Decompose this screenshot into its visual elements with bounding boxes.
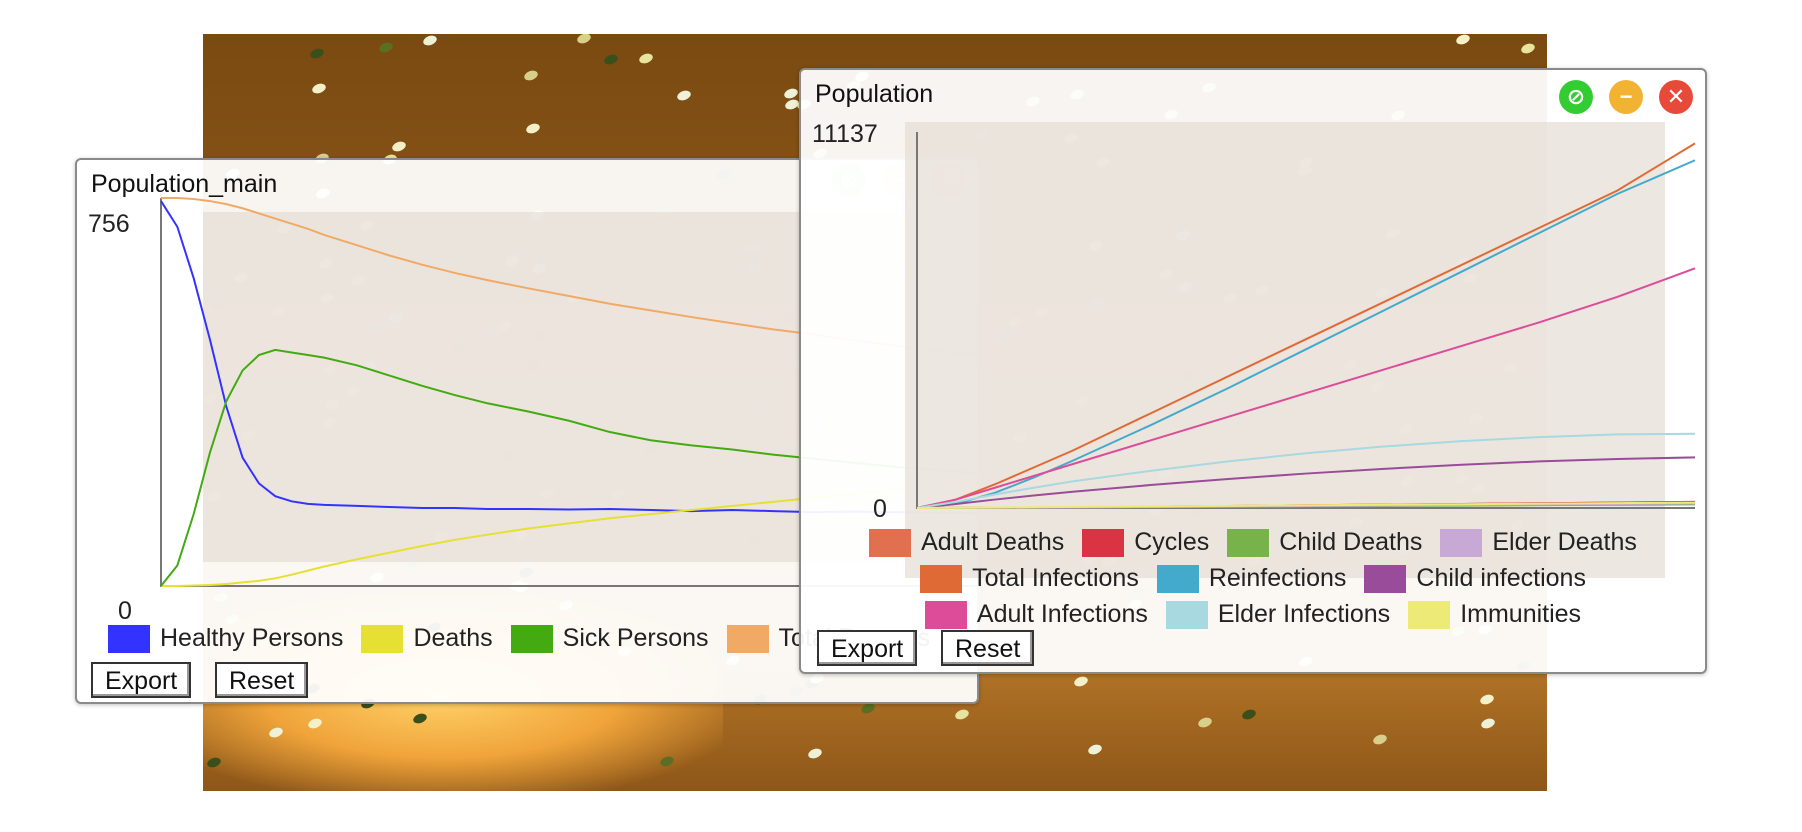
reset-button[interactable]: Reset <box>941 630 1035 666</box>
pop-series-elder-infections <box>916 432 1696 509</box>
agent-marker <box>1240 707 1258 722</box>
legend-swatch <box>1227 528 1270 557</box>
legend-label: Elder Infections <box>1217 600 1391 628</box>
legend-label: Healthy Persons <box>160 624 344 652</box>
population-chart <box>916 132 1696 509</box>
main-series-total-persons <box>161 197 977 357</box>
legend-label: Adult Deaths <box>921 528 1065 556</box>
agent-marker <box>1371 732 1389 747</box>
legend-label: Elder Deaths <box>1492 528 1637 556</box>
pop-series-adult-infections <box>916 267 1696 509</box>
legend-swatch <box>361 624 404 653</box>
legend-item[interactable]: Cycles <box>1082 528 1209 557</box>
legend-item[interactable]: Immunities <box>1408 600 1581 629</box>
legend-swatch <box>920 564 963 593</box>
population-panel: Population 11137 0 Adult Deaths Cycles Chi… <box>799 68 1707 674</box>
agent-marker <box>602 52 620 67</box>
agent-marker <box>675 88 693 103</box>
agent-marker <box>421 34 439 48</box>
legend-item[interactable]: Healthy Persons <box>108 624 343 653</box>
agent-marker <box>1519 41 1537 56</box>
y-axis-min-label: 0 <box>873 495 887 523</box>
main-series-sick-persons <box>160 348 977 587</box>
agent-marker <box>783 97 801 112</box>
legend-swatch <box>1408 600 1451 629</box>
legend-swatch <box>1165 600 1208 629</box>
agent-marker <box>310 81 328 96</box>
agent-marker <box>1454 34 1472 47</box>
legend-row: Adult Deaths Cycles Child Deaths Elder Deat… <box>801 528 1705 557</box>
legend-swatch <box>510 624 553 653</box>
pop-series-reinfections <box>916 159 1696 509</box>
legend-label: Total Infections <box>972 564 1139 592</box>
legend-item[interactable]: Sick Persons <box>510 624 709 653</box>
agent-marker <box>782 86 800 101</box>
agent-marker <box>1072 674 1090 689</box>
legend-item[interactable]: Deaths <box>361 624 493 653</box>
close-icon[interactable]: ✕ <box>1659 80 1693 114</box>
y-axis-min-label: 0 <box>118 597 132 625</box>
legend-item[interactable]: Elder Deaths <box>1440 528 1637 557</box>
legend-label: Adult Infections <box>976 600 1148 628</box>
minimize-icon[interactable]: − <box>1609 80 1643 114</box>
legend-item[interactable]: Child infections <box>1364 564 1586 593</box>
legend-swatch <box>1156 564 1199 593</box>
legend-swatch <box>726 624 769 653</box>
agent-marker <box>524 121 542 136</box>
legend-swatch <box>869 528 912 557</box>
agent-marker <box>308 46 326 61</box>
legend-item[interactable]: Reinfections <box>1156 564 1347 593</box>
legend-swatch <box>1440 528 1483 557</box>
agent-marker <box>953 707 971 722</box>
export-button[interactable]: Export <box>817 630 918 666</box>
legend-item[interactable]: Child Deaths <box>1227 528 1422 557</box>
agent-marker <box>1086 742 1104 757</box>
legend-swatch <box>1364 564 1407 593</box>
export-button[interactable]: Export <box>91 662 192 698</box>
agent-marker <box>575 34 593 46</box>
agent-marker <box>1196 715 1214 730</box>
agent-marker <box>522 68 540 83</box>
legend-label: Sick Persons <box>562 624 709 652</box>
agent-marker <box>1478 692 1496 707</box>
y-axis-max-label: 11137 <box>812 120 878 148</box>
pop-series-total-infections <box>916 142 1696 509</box>
legend-label: Immunities <box>1460 600 1582 628</box>
legend-item[interactable]: Total Infections <box>920 564 1139 593</box>
agent-marker <box>637 51 655 66</box>
y-axis-max-label: 756 <box>88 210 130 238</box>
population-main-chart <box>160 197 977 587</box>
detach-icon[interactable]: ⊘ <box>1559 80 1593 114</box>
pop-series-immunities <box>916 501 1696 509</box>
legend-label: Cycles <box>1134 528 1210 556</box>
agent-marker <box>1479 716 1497 731</box>
main-series-deaths <box>161 480 977 587</box>
legend-item[interactable]: Adult Infections <box>924 600 1148 629</box>
main-series-healthy-persons <box>160 200 977 515</box>
legend-row: Total Infections Reinfections Child infect… <box>801 564 1705 593</box>
panel-title: Population_main <box>91 170 278 198</box>
legend-item[interactable]: Adult Deaths <box>869 528 1064 557</box>
legend-label: Deaths <box>413 624 493 652</box>
legend-swatch <box>108 624 150 653</box>
panel-title: Population <box>815 80 934 108</box>
agent-marker <box>377 40 395 55</box>
legend-row: Adult Infections Elder Infections Immuniti… <box>801 600 1705 629</box>
axis-lines <box>916 132 1695 509</box>
legend-swatch <box>924 600 967 629</box>
legend-label: Child Deaths <box>1279 528 1423 556</box>
agent-marker <box>806 746 824 761</box>
legend-label: Reinfections <box>1208 564 1347 592</box>
legend-swatch <box>1082 528 1125 557</box>
legend-label: Child infections <box>1416 564 1586 592</box>
pop-series-child-infections <box>916 456 1696 509</box>
legend-item[interactable]: Elder Infections <box>1165 600 1391 629</box>
agent-marker <box>390 139 408 154</box>
reset-button[interactable]: Reset <box>215 662 309 698</box>
